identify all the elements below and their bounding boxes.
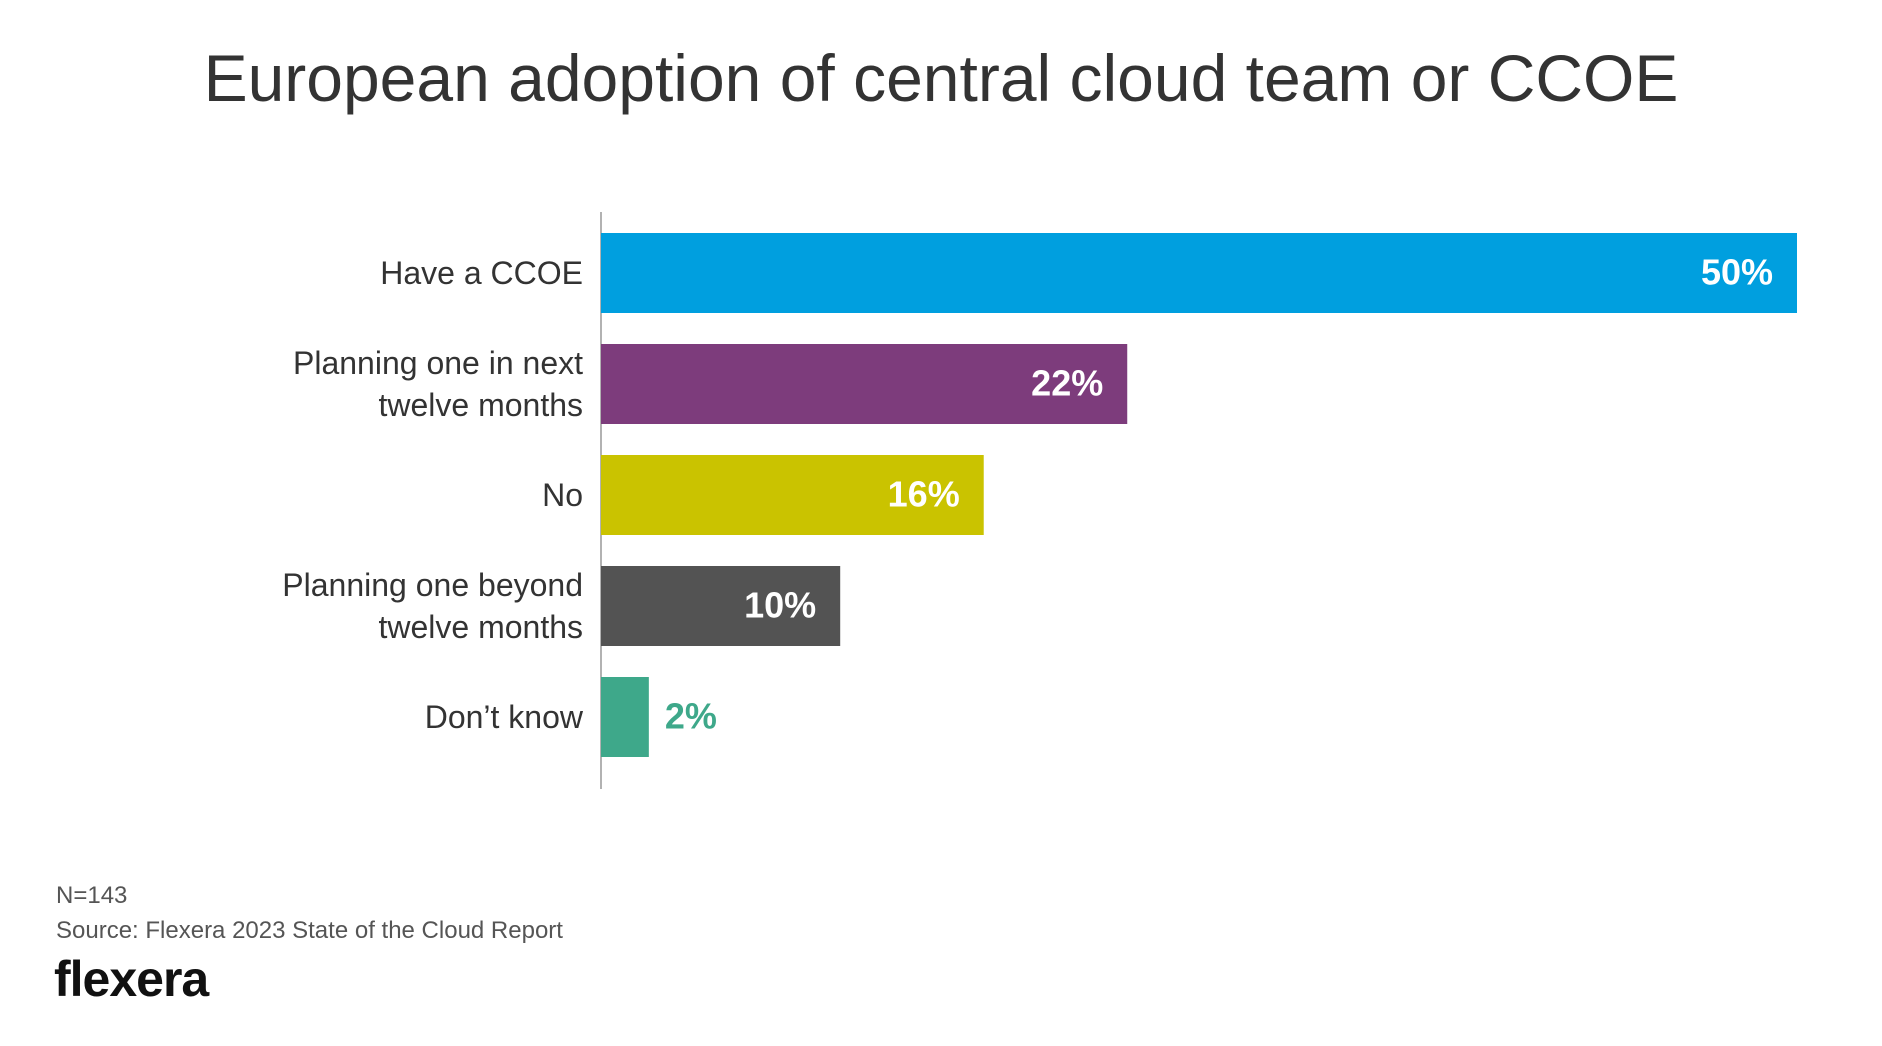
value-label: 16% <box>888 474 960 515</box>
bar <box>601 455 984 535</box>
category-label: Have a CCOE <box>380 255 583 291</box>
category-label: Don’t know <box>424 699 583 735</box>
bar <box>601 344 1128 424</box>
category-label: No <box>542 477 583 513</box>
bar <box>601 566 841 646</box>
value-label: 2% <box>665 696 717 737</box>
bar <box>601 233 1797 313</box>
category-label: Planning one beyond twelve months <box>282 567 583 645</box>
sample-note: N=143 <box>56 882 128 909</box>
value-label: 50% <box>1701 252 1773 293</box>
value-label: 22% <box>1031 363 1103 404</box>
bar <box>601 677 649 757</box>
logo: flexera <box>54 951 209 1007</box>
category-label: Planning one in next twelve months <box>293 345 583 423</box>
source-note: Source: Flexera 2023 State of the Cloud … <box>56 917 563 944</box>
chart-title: European adoption of central cloud team … <box>203 41 1679 115</box>
value-label: 10% <box>744 585 816 626</box>
